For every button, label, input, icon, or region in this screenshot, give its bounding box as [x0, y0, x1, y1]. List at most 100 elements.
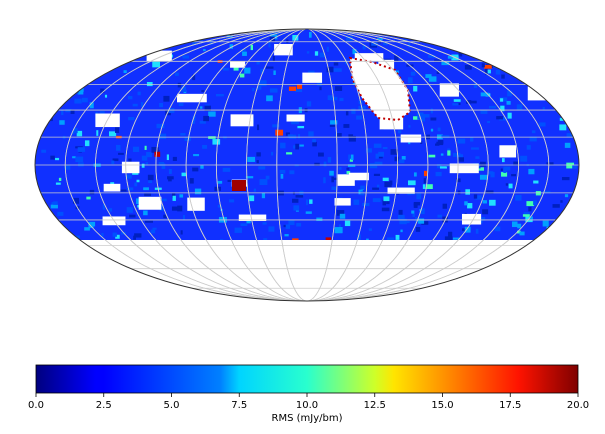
- noise: [312, 139, 316, 143]
- noise: [239, 73, 245, 78]
- noise: [366, 148, 372, 153]
- noise: [413, 85, 418, 92]
- noise: [387, 237, 395, 240]
- noise: [145, 220, 153, 223]
- noise: [53, 201, 58, 205]
- noise: [571, 42, 578, 47]
- noise: [177, 205, 183, 212]
- noise: [461, 228, 467, 232]
- tick-label: 5.0: [164, 400, 180, 411]
- noise: [578, 43, 579, 49]
- noise: [292, 238, 299, 240]
- noise: [55, 182, 61, 185]
- noise: [395, 234, 400, 240]
- noise: [577, 206, 579, 213]
- noise: [376, 184, 380, 188]
- noise: [562, 53, 566, 58]
- noise: [286, 39, 289, 44]
- noise: [147, 174, 154, 181]
- noise: [174, 72, 179, 76]
- noise: [538, 85, 542, 88]
- noise: [533, 180, 539, 184]
- noise: [280, 173, 284, 179]
- noise: [586, 230, 593, 234]
- noise: [398, 209, 403, 216]
- noise: [457, 138, 466, 144]
- noise: [475, 228, 479, 234]
- noise: [192, 74, 196, 81]
- noise: [88, 222, 94, 228]
- noise: [192, 115, 196, 121]
- noise: [151, 146, 159, 153]
- noise: [346, 167, 350, 170]
- noise: [481, 63, 485, 68]
- noise: [501, 158, 505, 163]
- no-data: [387, 187, 415, 194]
- noise: [266, 95, 273, 102]
- noise: [554, 76, 563, 83]
- noise: [366, 238, 369, 240]
- noise: [564, 40, 568, 43]
- noise: [100, 32, 105, 38]
- meridian: [155, 29, 459, 301]
- no-data: [177, 93, 207, 103]
- noise: [397, 31, 405, 35]
- noise: [319, 86, 322, 91]
- noise: [452, 103, 459, 106]
- noise: [475, 156, 480, 159]
- noise: [503, 170, 507, 173]
- noise: [575, 215, 579, 221]
- noise: [425, 184, 433, 190]
- noise: [156, 36, 160, 40]
- noise: [458, 50, 463, 57]
- noise: [528, 168, 535, 175]
- noise: [373, 143, 382, 148]
- noise: [96, 130, 99, 136]
- noise: [530, 43, 535, 49]
- noise: [372, 198, 381, 203]
- noise: [106, 42, 109, 45]
- noise: [143, 210, 148, 216]
- noise: [457, 190, 461, 195]
- noise: [182, 55, 190, 59]
- noise: [142, 29, 145, 32]
- noise: [312, 141, 317, 147]
- noise: [413, 201, 421, 206]
- no-data: [230, 114, 254, 127]
- noise: [487, 121, 491, 124]
- noise: [420, 115, 426, 122]
- noise: [471, 147, 479, 150]
- noise: [526, 52, 531, 58]
- noise: [517, 230, 521, 234]
- noise: [309, 199, 313, 204]
- noise: [406, 221, 410, 224]
- noise: [326, 46, 329, 52]
- noise: [484, 68, 488, 75]
- noise: [368, 228, 372, 231]
- noise: [430, 117, 437, 121]
- noise: [564, 194, 569, 198]
- noise: [515, 194, 522, 201]
- noise: [116, 41, 124, 45]
- noise: [569, 201, 578, 207]
- noise: [484, 64, 492, 69]
- noise: [349, 158, 353, 162]
- noise: [360, 185, 365, 190]
- noise: [542, 190, 551, 194]
- noise: [582, 151, 587, 154]
- noise: [171, 192, 176, 198]
- no-data: [121, 161, 140, 174]
- noise: [89, 102, 94, 109]
- noise: [202, 144, 208, 149]
- noise: [381, 207, 390, 212]
- noise: [143, 31, 146, 37]
- noise: [52, 218, 55, 223]
- noise: [61, 109, 64, 116]
- noise: [586, 69, 592, 73]
- noise: [258, 166, 266, 170]
- noise: [144, 145, 147, 150]
- noise: [329, 170, 334, 176]
- noise: [581, 111, 586, 117]
- noise: [519, 53, 525, 57]
- noise: [500, 49, 505, 54]
